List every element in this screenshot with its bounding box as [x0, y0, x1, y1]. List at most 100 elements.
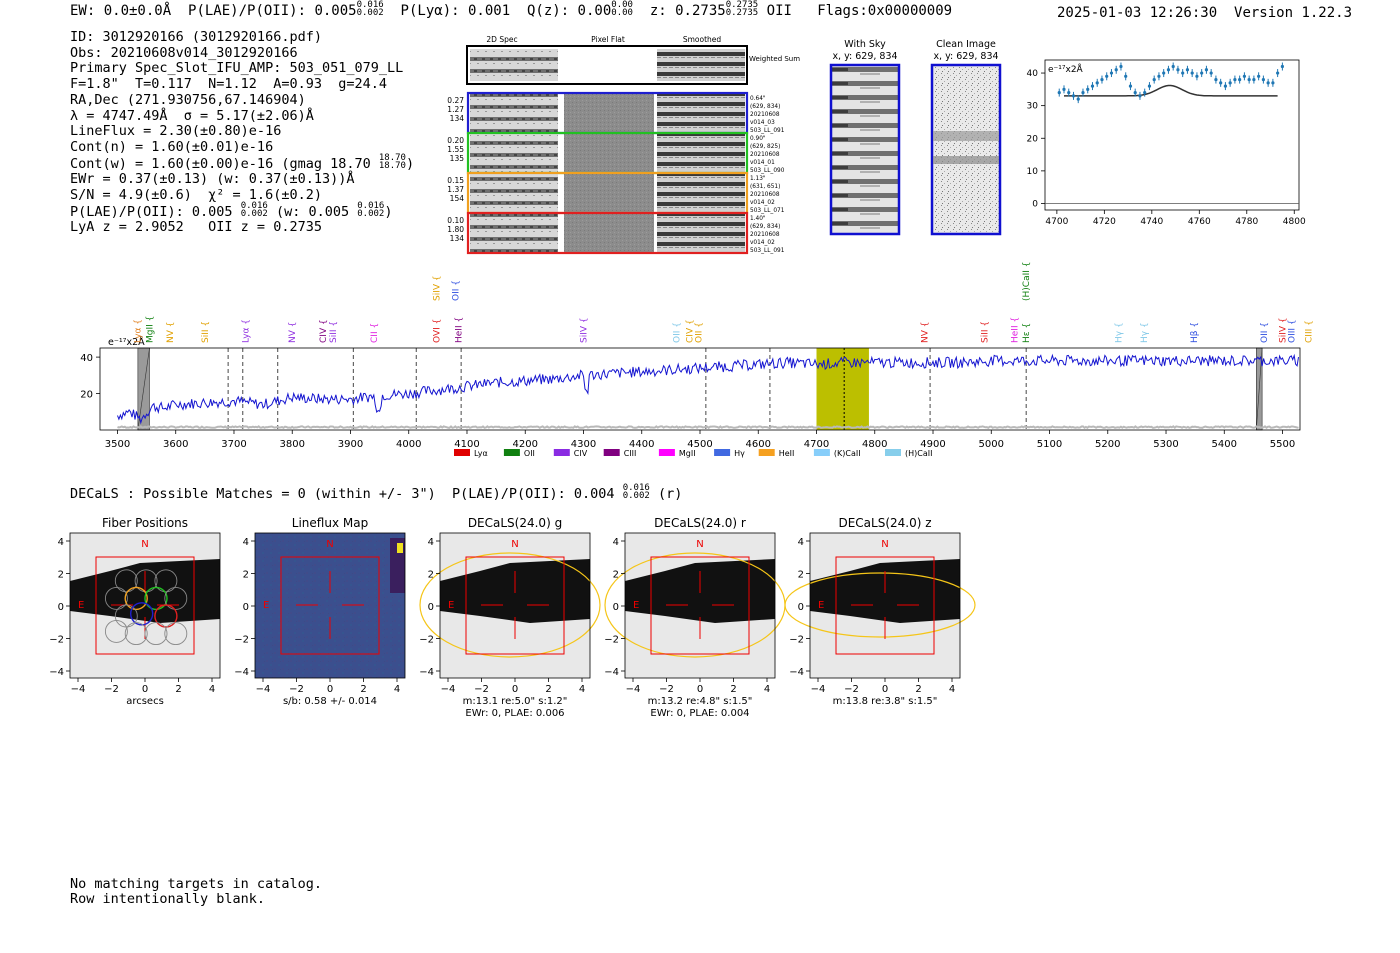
decals-xtick-label-1-4: 4 [394, 684, 400, 695]
spectrum-line-label-6: CIV { [319, 319, 329, 343]
spectrum-error-curve [117, 425, 1299, 430]
spectrum-line-label-13: SiIV { [579, 317, 589, 343]
z-line: OII [766, 3, 792, 19]
decals-caption1-2: m:13.1 re:5.0" s:1.2" [463, 696, 568, 707]
legend-swatch-3 [603, 449, 620, 456]
spectrum-line-label-8: CII { [370, 323, 380, 343]
zoom-point-23 [1166, 68, 1171, 72]
info-plae-lo: 0.002 [240, 208, 268, 219]
decals-xtick-label-3-3: 2 [730, 684, 736, 695]
info-id: ID: 3012920166 (3012920166.pdf) [70, 29, 322, 45]
zoom-point-41 [1252, 77, 1256, 82]
clean-image [930, 63, 1002, 236]
zoom-point-31 [1204, 68, 1209, 72]
decals-xtick-label-2-1: −2 [474, 684, 489, 695]
decals-ytick-label-1-3: 2 [243, 570, 249, 581]
spectrum-xtick-label-10: 4500 [687, 439, 712, 450]
decals-ytick-label-0-1: −2 [50, 635, 64, 646]
z-lo: 0.2735 [725, 8, 759, 18]
info-contw: Cont(w) = 1.60(±0.00)e-16 (gmag 18.70 [70, 155, 371, 172]
cutout-right-label-1-4: 503_LL_090 [750, 168, 785, 174]
decals-xtick-label-4-4: 4 [949, 684, 955, 695]
spectrum-line-label-20: Hε { [1022, 323, 1032, 343]
zoom-point-42 [1257, 74, 1261, 78]
ellipse-fit-4 [784, 572, 976, 638]
aperture-box-2 [465, 556, 565, 655]
zoom-point-39 [1242, 74, 1247, 78]
spectrum-line-label-1: MgII { [146, 316, 156, 343]
decals-caption1-4: m:13.8 re:3.8" s:1.5" [833, 696, 938, 707]
decals-ytick-label-2-1: −2 [419, 635, 434, 646]
zoom-point-29 [1195, 74, 1199, 78]
weighted-sum-smoothed [657, 49, 745, 81]
cutout-right-label-3-4: 503_LL_091 [750, 248, 785, 254]
spectrum-line-label-14: OII { [673, 322, 683, 343]
info-lambda: λ = 4747.49Å σ = 5.17(±2.06)Å [70, 107, 314, 124]
decals-ytick-label-1-1: −2 [234, 635, 249, 646]
plae-value: P(LAE)/P(OII): 0.005 [188, 3, 357, 19]
col-header-pixelflat: Pixel Flat [591, 35, 625, 44]
zoom-point-15 [1128, 84, 1133, 88]
cutout-left-label-1-0: 0.20 [447, 136, 464, 145]
spectrum-line-label-22: Hγ { [1114, 322, 1124, 343]
decals-xtick-label-0-1: −2 [104, 684, 119, 695]
fiber-circle-4 [124, 586, 148, 611]
spectrum-xtick-label-2: 3700 [221, 439, 246, 450]
notes-line-2: Row intentionally blank. [70, 891, 266, 907]
cutout-right-label-2-0: 1.13" [750, 176, 766, 182]
fiber-circle-12 [164, 622, 188, 646]
spectrum-xtick-label-6: 4100 [454, 439, 479, 450]
zoom-point-12 [1114, 68, 1118, 72]
z-errors: 0.2735 0.2735 [725, 1, 759, 18]
decals-xtick-label-0-0: −4 [71, 684, 86, 695]
decals-caption2-2: EWr: 0, PLAE: 0.006 [465, 708, 564, 719]
legend-swatch-8 [885, 449, 901, 456]
legend-swatch-7 [813, 449, 830, 456]
decals-panel-title-2: DECaLS(24.0) g [468, 516, 562, 530]
cutout-smoothed-0 [657, 94, 745, 132]
spectrum-line-label-17: NV { [920, 322, 930, 343]
decals-panels: Fiber Positions N E −4 −4 −2 −2 0 0 2 2 4 4 arcsecs Li… [50, 516, 976, 719]
legend-label-4: MgII [679, 449, 696, 458]
decals-xtick-label-1-0: −4 [256, 684, 271, 695]
fiber-circle-0 [114, 569, 138, 593]
decals-panel-title-4: DECaLS(24.0) z [838, 516, 931, 530]
decals-ytick-label-2-0: −4 [419, 667, 434, 678]
plya-value: P(Lyα): 0.001 [400, 3, 511, 19]
cutout-right-label-0-3: v014_03 [750, 120, 775, 126]
z-value: z: 0.2735 [649, 3, 726, 19]
decals-xtick-label-3-2: 0 [697, 684, 703, 695]
weighted-sum-2dspec [470, 49, 558, 81]
lineflux-map-image [255, 533, 405, 678]
cutout-right-label-3-0: 1.40" [750, 216, 766, 222]
cutout-right-label-3-3: v014_02 [750, 240, 775, 246]
decals-panel-title-3: DECaLS(24.0) r [654, 516, 746, 530]
spectrum-ytick-label-1: 40 [80, 353, 93, 364]
decals-xtick-label-1-1: −2 [289, 684, 304, 695]
cutout-pixelflat-3 [564, 214, 654, 252]
decals-ytick-label-0-2: 0 [58, 602, 64, 613]
decals-ytick-label-2-4: 4 [428, 537, 434, 548]
cutout-right-label-3-1: (629, 834) [750, 224, 780, 230]
spectrum-line-label-27: OIII { [1287, 319, 1297, 343]
zoom-point-27 [1185, 68, 1190, 72]
spectrum-xtick-label-17: 5200 [1095, 439, 1120, 450]
spectrum-line-label-2: NV { [166, 322, 176, 343]
zoom-chart-axes: 4700 4720 4740 4760 4780 4800 0 10 20 30 40 [1027, 69, 1306, 227]
fiber-circle-9 [154, 604, 178, 628]
qz-lo: 0.00 [611, 8, 633, 18]
zoom-point-43 [1261, 77, 1265, 82]
zoom-point-34 [1219, 81, 1223, 85]
east-label-1: E [263, 600, 269, 611]
decals-header-band: (r) [657, 486, 683, 502]
decals-header: DECaLS : Possible Matches = 0 (within +/… [70, 484, 683, 503]
detection-info: ID: 3012920166 (3012920166.pdf) Obs: 202… [70, 29, 415, 236]
zoom-point-24 [1171, 64, 1175, 69]
spectrum-xtick-label-16: 5100 [1037, 439, 1062, 450]
spectrum-legend: Lyα OII CIV CIII MgII Hγ HeII (K)CaII (H)CaII [454, 449, 932, 458]
decals-ytick-label-4-4: 4 [798, 537, 804, 548]
zoom-point-3 [1071, 94, 1076, 98]
east-label-4: E [818, 600, 824, 611]
with-sky-image [829, 63, 901, 236]
legend-swatch-5 [714, 449, 731, 456]
